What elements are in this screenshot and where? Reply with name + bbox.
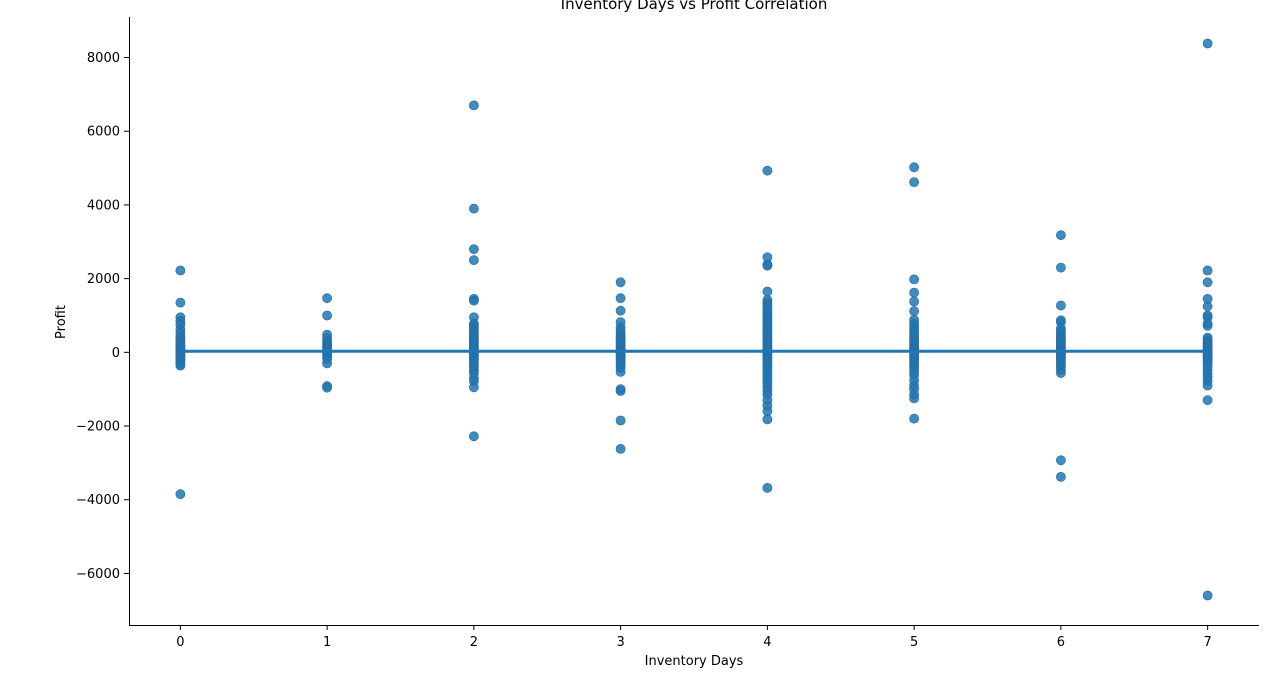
y-tick-label: 0 [112,346,120,361]
data-point [615,366,626,377]
data-point [615,305,626,316]
data-point [1202,301,1213,312]
data-point [468,203,479,214]
data-point [762,260,773,271]
data-point [1056,300,1066,311]
data-point [468,382,479,393]
x-tick-label: 4 [763,635,771,650]
data-point [1202,395,1213,406]
data-point [762,286,773,297]
y-axis-label: Profit [54,305,69,339]
data-point [762,482,773,493]
data-point [909,274,919,285]
data-point [175,360,186,371]
data-point [175,265,186,276]
x-tick-label: 5 [910,635,918,650]
data-point [909,177,919,187]
data-point [615,443,626,454]
data-point [175,489,186,500]
data-point [909,296,919,307]
data-point [322,358,332,369]
data-point [762,165,773,176]
data-point [1056,471,1066,482]
x-tick-label: 1 [323,635,331,650]
data-point [909,413,919,424]
data-point [1202,38,1213,49]
data-point [1056,368,1066,378]
data-point [909,393,919,404]
data-point [468,255,479,266]
y-tick-label: 4000 [87,198,120,213]
x-axis-label: Inventory Days [645,654,744,669]
y-tick-label: −2000 [76,420,120,435]
y-tick-label: 2000 [87,272,120,287]
data-point [615,386,626,396]
x-tick-label: 3 [616,635,624,650]
y-tick-label: 8000 [87,51,120,66]
data-point [615,293,626,304]
points-layer [175,38,1213,601]
x-tick-label: 2 [470,635,478,650]
data-point [468,100,479,111]
x-tick-label: 6 [1057,635,1065,650]
data-point [762,414,773,425]
data-point [909,162,919,173]
data-point [468,431,479,442]
data-point [909,306,919,316]
chart-title: Inventory Days vs Profit Correlation [561,0,828,13]
data-point [322,310,332,321]
data-point [909,287,919,298]
data-point [1202,380,1213,391]
data-point [1056,455,1066,466]
data-point [1056,262,1066,273]
y-tick-label: 6000 [87,125,120,140]
y-tick-label: −6000 [76,567,120,582]
data-point [468,244,479,254]
data-point [1202,265,1213,276]
data-point [615,415,626,426]
data-point [1056,230,1066,240]
data-point [322,382,332,393]
x-tick-label: 7 [1203,635,1211,650]
y-tick-label: −4000 [76,493,120,508]
y-ticks: −6000 −4000 −2000 0 2000 4000 6000 8000 [76,51,129,582]
data-point [1202,590,1213,601]
data-point [468,295,479,306]
x-ticks: 0 1 2 3 4 5 6 7 [176,625,1212,650]
data-point [1202,320,1213,331]
data-point [175,297,186,308]
x-tick-label: 0 [176,635,184,650]
data-point [1202,277,1213,288]
data-point [322,293,332,304]
data-point [615,277,626,288]
